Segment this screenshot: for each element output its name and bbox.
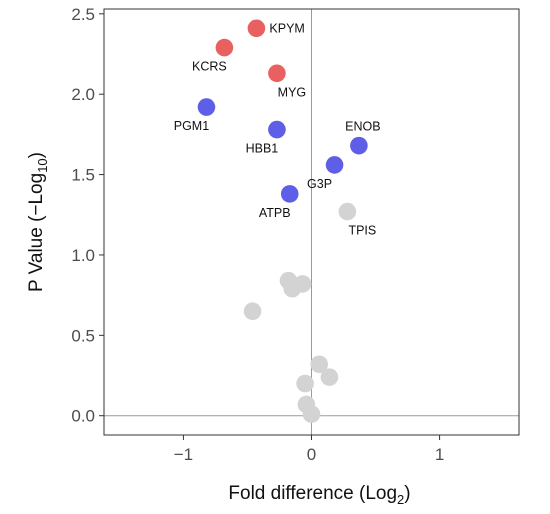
point-unlabeled bbox=[302, 405, 321, 423]
point-label-atpb: ATPB bbox=[259, 206, 291, 220]
point-atpb bbox=[280, 185, 299, 203]
point-unlabeled bbox=[310, 355, 328, 374]
point-g3p bbox=[325, 156, 344, 174]
point-label-tpis: TPIS bbox=[348, 224, 376, 238]
point-unlabeled bbox=[283, 279, 302, 298]
point-label-pgm1: PGM1 bbox=[174, 119, 209, 133]
x-tick-label: 0 bbox=[307, 445, 316, 464]
point-label-g3p: G3P bbox=[307, 177, 332, 191]
point-unlabeled bbox=[243, 302, 262, 321]
points-layer bbox=[197, 19, 368, 423]
point-unlabeled bbox=[320, 368, 339, 386]
x-tick-label: −1 bbox=[174, 445, 193, 464]
y-tick-label: 2.5 bbox=[71, 5, 95, 24]
point-unlabeled bbox=[296, 374, 314, 393]
x-tick-label: 1 bbox=[435, 445, 444, 464]
point-hbb1 bbox=[268, 120, 286, 139]
x-axis-title: Fold difference (Log2) bbox=[228, 483, 410, 507]
point-labels-layer: KPYM KCRS MYG PGM1 HBB1 ENOB G3P ATPB TPIS bbox=[174, 21, 381, 237]
y-axis-title: P Value (−Log10) bbox=[26, 152, 50, 292]
axes-layer: −1 0 1 0.0 0.5 1.0 1.5 2.0 2.5 bbox=[71, 5, 519, 464]
y-tick-label: 1.0 bbox=[71, 246, 95, 265]
y-tick-label: 1.5 bbox=[71, 166, 95, 185]
y-tick-label: 0.5 bbox=[71, 326, 95, 345]
y-tick-label: 0.0 bbox=[71, 407, 95, 426]
point-label-hbb1: HBB1 bbox=[246, 142, 279, 156]
point-kpym bbox=[247, 19, 266, 38]
y-tick-label: 2.0 bbox=[71, 85, 95, 104]
point-tpis bbox=[338, 202, 357, 221]
point-pgm1 bbox=[197, 98, 216, 116]
frame-layer: Fold difference (Log2) P Value (−Log10) bbox=[26, 8, 520, 507]
point-label-kpym: KPYM bbox=[269, 21, 304, 35]
point-label-kcrs: KCRS bbox=[192, 60, 227, 74]
point-label-myg: MYG bbox=[278, 85, 306, 99]
point-myg bbox=[268, 64, 286, 83]
point-label-enob: ENOB bbox=[345, 120, 380, 134]
plot-frame bbox=[103, 8, 520, 436]
point-enob bbox=[350, 136, 368, 155]
point-kcrs bbox=[215, 38, 234, 57]
